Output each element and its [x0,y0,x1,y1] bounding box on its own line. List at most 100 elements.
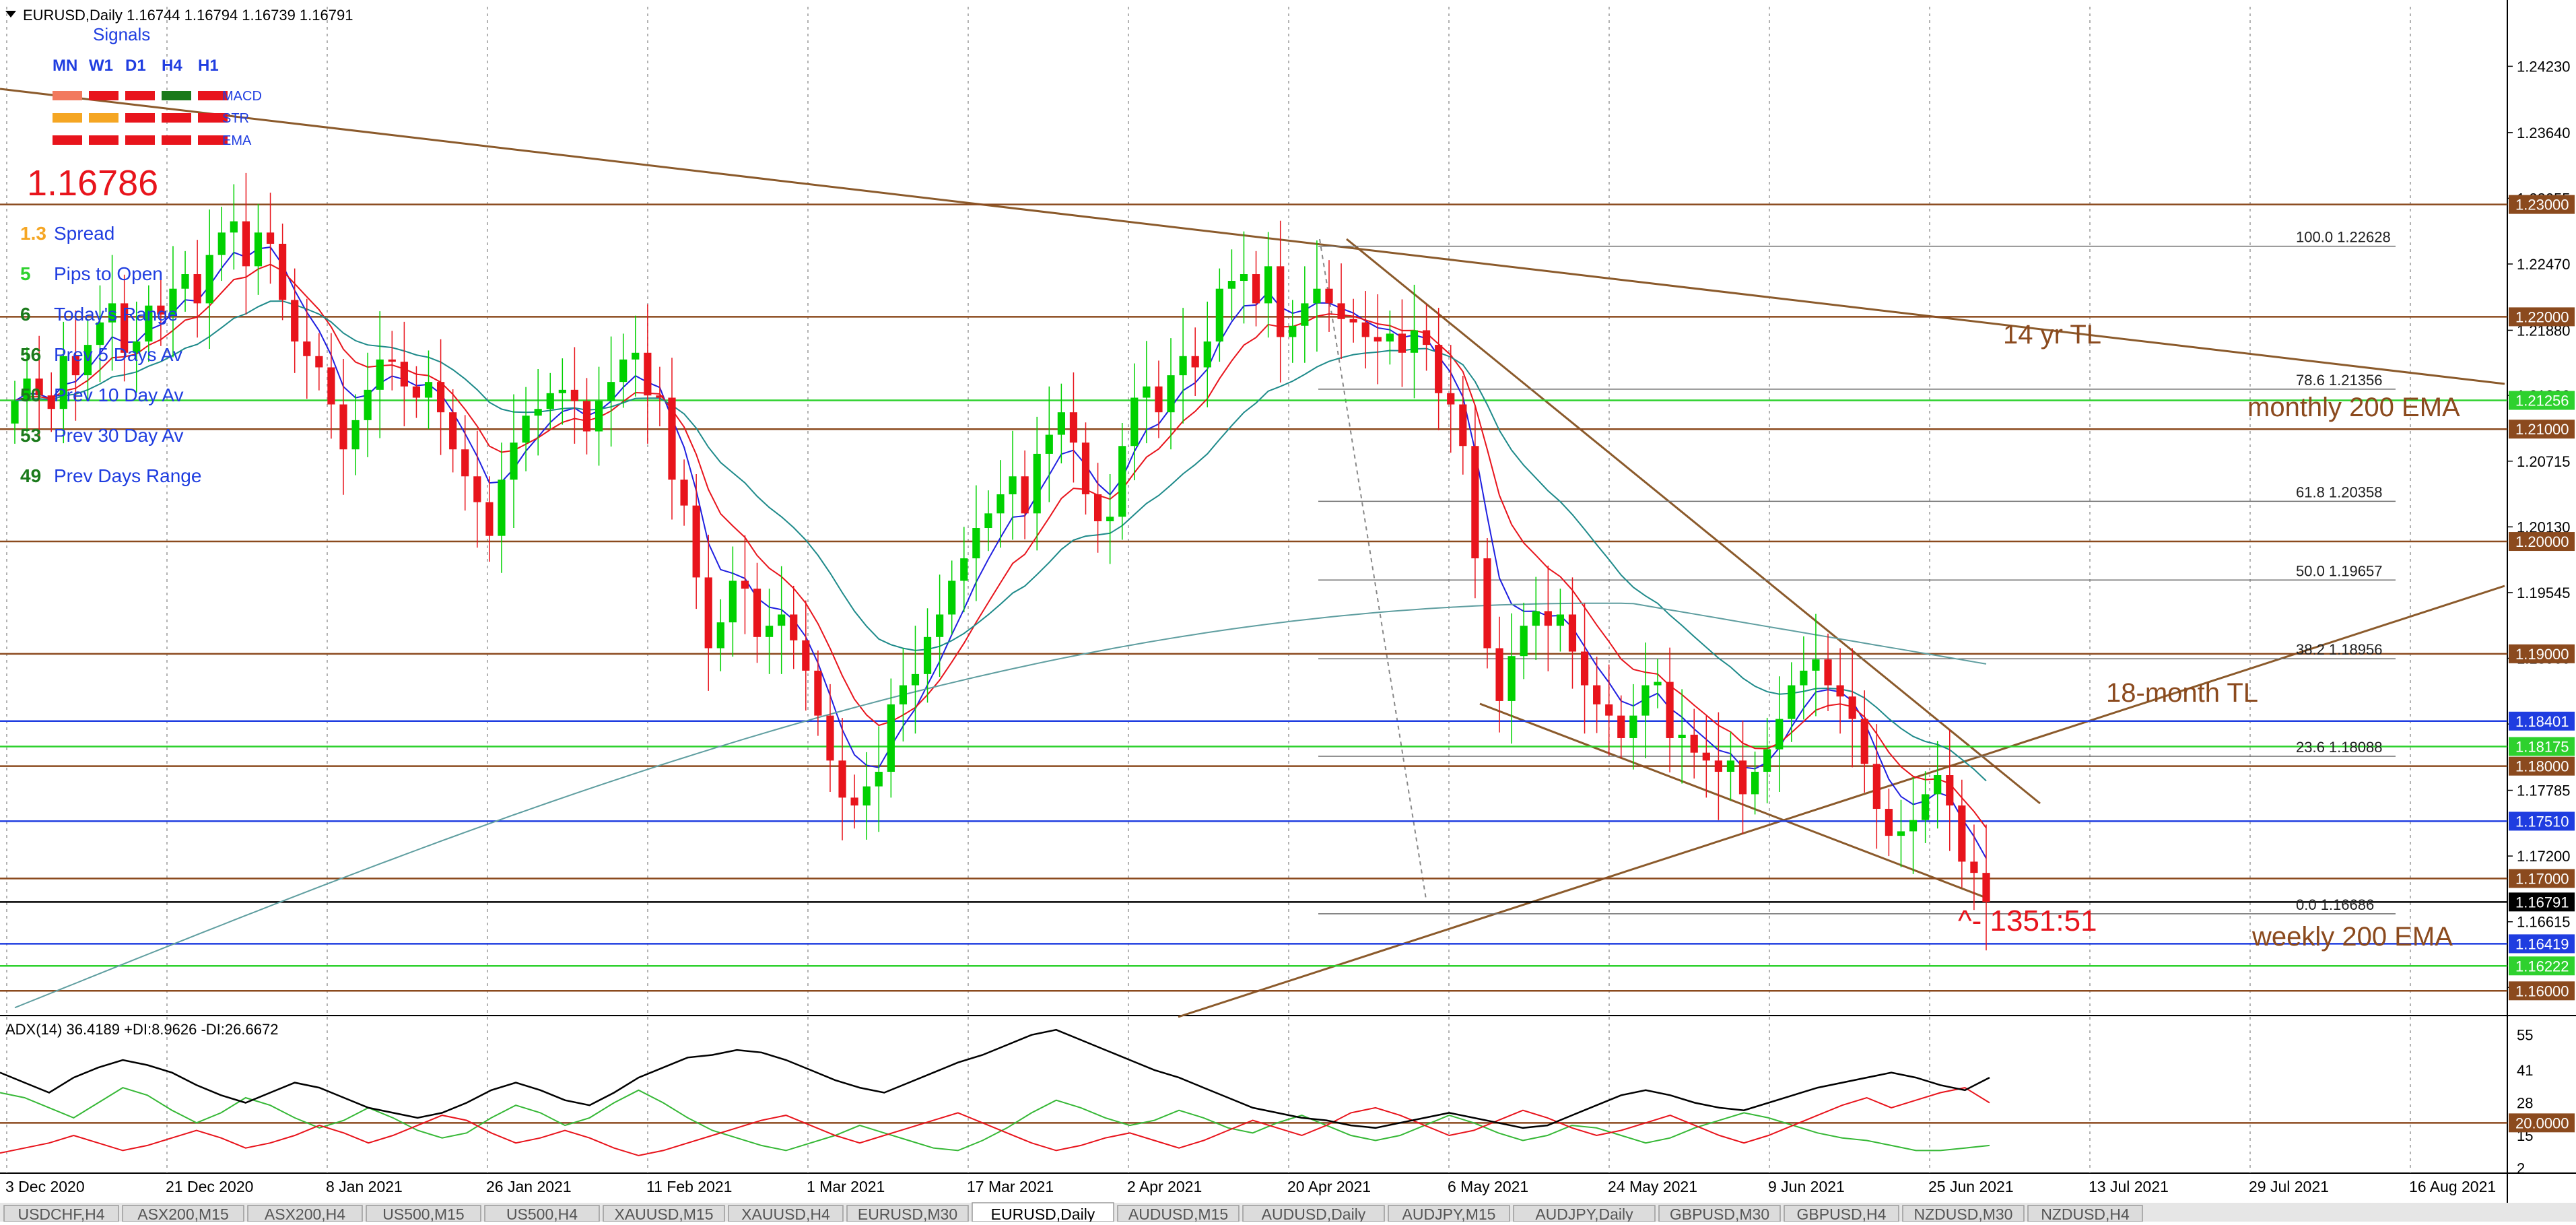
tab-nzdusd-h4[interactable]: NZDUSD,H4 [2027,1205,2143,1223]
adx-y-tick-label: 41 [2517,1062,2533,1079]
price-axis-label: 1.16000 [2515,983,2569,999]
adx-plus-di-line [0,1087,1990,1152]
price-axis-label-bg [2509,195,2575,214]
upper-channel-line[interactable] [1346,238,2041,805]
candle [1934,775,1942,795]
candle [644,352,652,396]
signal-cell [53,135,82,145]
candle [1495,648,1503,701]
candle [376,359,384,390]
price-axis-label: 1.18175 [2515,738,2569,755]
price-axis-label: 1.20000 [2515,533,2569,550]
tab-label: ASX200,H4 [265,1205,345,1222]
tab-background [1902,1205,2025,1222]
signals-title: Signals [93,24,150,44]
candle [254,232,263,267]
tab-usdchf-h4[interactable]: USDCHF,H4 [3,1205,119,1223]
candle [1654,682,1662,686]
tab-xauusd-m15[interactable]: XAUUSD,M15 [603,1205,725,1223]
tab-background [1242,1205,1385,1222]
stat-value-prev-30-days: 53 [20,425,41,446]
x-tick-label: 13 Jul 2021 [2089,1178,2169,1195]
tab-label: EURUSD,Daily [991,1205,1095,1222]
candle [911,673,920,686]
x-tick-label: 25 Jun 2021 [1928,1178,2014,1195]
candle [1946,775,1954,806]
x-tick-label: 29 Jul 2021 [2249,1178,2329,1195]
candle [1690,734,1698,753]
candle [716,622,724,649]
tab-audjpy-daily[interactable]: AUDJPY,Daily [1513,1205,1656,1223]
eighteen-month-trendline[interactable] [1178,585,2505,1018]
x-tick-label: 24 May 2021 [1608,1178,1697,1195]
candle [1398,333,1406,353]
x-tick-label: 9 Jun 2021 [1768,1178,1845,1195]
tab-us500-h4[interactable]: US500,H4 [484,1205,600,1223]
candle [1714,760,1722,772]
candle [996,494,1005,514]
tab-audjpy-m15[interactable]: AUDJPY,M15 [1388,1205,1510,1223]
tab-label: XAUUSD,H4 [741,1205,830,1222]
tab-us500-m15[interactable]: US500,M15 [366,1205,481,1223]
price-axis-label: 1.17000 [2515,870,2569,887]
chart-menu-triangle-icon[interactable] [5,11,16,18]
candle [1240,274,1248,282]
tab-label: GBPUSD,M30 [1670,1205,1769,1222]
candle [1726,760,1735,772]
candle [217,232,226,255]
tab-nzdusd-m30[interactable]: NZDUSD,M30 [1902,1205,2025,1223]
candle [960,558,968,581]
tab-gbpusd-m30[interactable]: GBPUSD,M30 [1658,1205,1781,1223]
tab-xauusd-h4[interactable]: XAUUSD,H4 [728,1205,844,1223]
tab-asx200-m15[interactable]: ASX200,M15 [122,1205,244,1223]
tab-label: GBPUSD,H4 [1797,1205,1887,1222]
price-axis-label-bg [2509,391,2575,410]
tab-gbpusd-h4[interactable]: GBPUSD,H4 [1784,1205,1899,1223]
tab-audusd-m15[interactable]: AUDUSD,M15 [1117,1205,1240,1223]
tab-audusd-daily[interactable]: AUDUSD,Daily [1242,1205,1385,1223]
candle [291,300,299,342]
adx-level-axis-label: 20.0000 [2515,1115,2569,1131]
candle [802,640,810,671]
candle [498,479,506,536]
candle [850,797,858,806]
price-axis-label-bg [2509,644,2575,663]
candle [607,382,615,401]
stats-list: 1.3 Spread 5 Pips to Open 6 Today's Rang… [20,223,201,486]
tab-label: XAUUSD,M15 [615,1205,714,1222]
candle [1033,453,1041,514]
candle [972,528,980,559]
candle [1641,685,1650,716]
tab-asx200-h4[interactable]: ASX200,H4 [247,1205,363,1223]
fourteen-year-trendline[interactable] [0,88,2505,385]
price-axis-label-bg [2509,812,2575,831]
candle [595,401,603,432]
tab-eurusd-m30[interactable]: EURUSD,M30 [846,1205,969,1223]
tab-background [846,1205,969,1222]
price-axis-label-bg [2509,711,2575,731]
x-tick-label: 21 Dec 2020 [166,1178,253,1195]
fib-level-label: 61.8 1.20358 [2296,484,2382,500]
candle [778,614,786,626]
tab-label: EURUSD,M30 [858,1205,957,1222]
candle [826,715,834,761]
lower-channel-line[interactable] [1479,702,1990,900]
price-axis-label-bg [2509,756,2575,776]
candle [1970,861,1978,873]
candle [1666,682,1674,738]
candle [765,626,774,637]
price-axis-label: 1.23000 [2515,197,2569,213]
tab-eurusd-daily[interactable]: EURUSD,Daily [972,1202,1114,1223]
price-axis-label: 1.16222 [2515,958,2569,974]
candle [1629,715,1637,738]
y-tick-label: 1.17785 [2517,783,2571,799]
y-tick-label: 1.23640 [2517,125,2571,141]
candle [814,670,822,716]
price-axis-label-bg [2509,956,2575,976]
candle [193,274,201,304]
candle [1958,805,1966,862]
candle [1483,558,1491,649]
